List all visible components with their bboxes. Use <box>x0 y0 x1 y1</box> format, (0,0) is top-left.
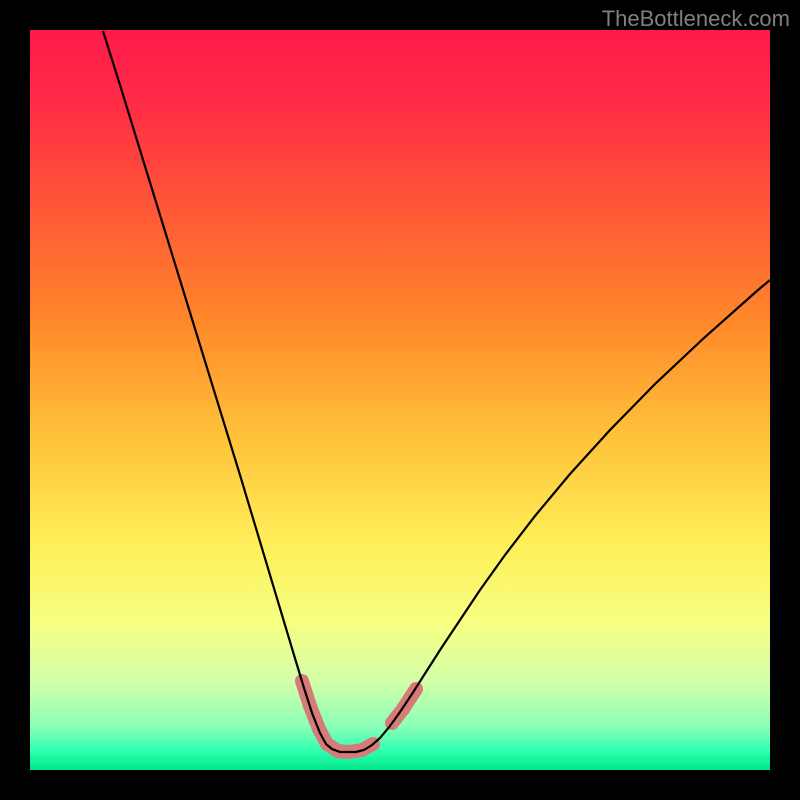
bottleneck-curve-chart <box>0 0 800 800</box>
chart-container: TheBottleneck.com <box>0 0 800 800</box>
plot-gradient-background <box>30 30 770 770</box>
watermark-text: TheBottleneck.com <box>602 6 790 32</box>
